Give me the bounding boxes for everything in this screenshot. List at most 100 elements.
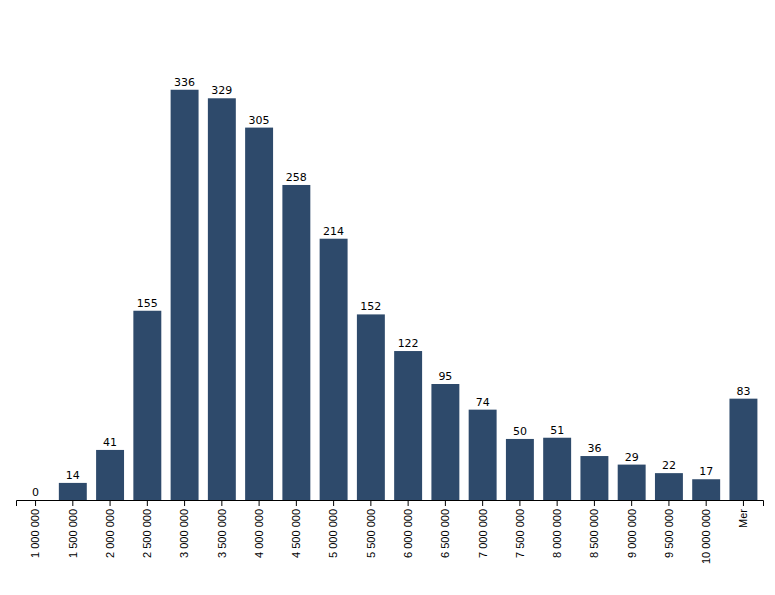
x-tick-label: 7 500 000 xyxy=(514,509,526,558)
x-tick-label: 8 000 000 xyxy=(551,509,563,558)
data-label: 336 xyxy=(174,76,195,89)
x-tick-label: 4 500 000 xyxy=(290,509,302,558)
data-label: 214 xyxy=(323,225,344,238)
data-label: 50 xyxy=(513,425,527,438)
x-tick-mark xyxy=(594,500,595,506)
x-tick-mark xyxy=(445,500,446,506)
bars xyxy=(59,90,758,500)
bar xyxy=(245,128,273,500)
bar xyxy=(357,314,385,500)
x-tick-label: 2 000 000 xyxy=(104,509,116,558)
bar xyxy=(655,473,683,500)
bar xyxy=(22,500,50,501)
x-tick-label: Mer xyxy=(737,509,749,528)
x-tick-label: 7 000 000 xyxy=(476,509,488,558)
data-label: 83 xyxy=(736,385,750,398)
x-tick-mark xyxy=(221,500,222,506)
data-label: 51 xyxy=(550,424,564,437)
x-tick-label: 10 000 000 xyxy=(700,509,712,564)
x-tick-label: 9 000 000 xyxy=(626,509,638,558)
x-tick: 5 500 000 xyxy=(365,500,377,558)
x-tick-mark xyxy=(743,500,744,506)
x-tick-label: 6 000 000 xyxy=(402,509,414,558)
x-tick-mark xyxy=(668,500,669,506)
data-label: 122 xyxy=(398,337,419,350)
bar xyxy=(208,98,236,500)
bar xyxy=(543,438,571,500)
x-tick-label: 6 500 000 xyxy=(439,509,451,558)
data-label: 17 xyxy=(699,465,713,478)
x-tick-label: 9 500 000 xyxy=(663,509,675,558)
x-tick: 9 500 000 xyxy=(663,500,675,558)
x-tick: 1 500 000 xyxy=(67,500,79,558)
x-tick-mark xyxy=(482,500,483,506)
x-tick-mark xyxy=(72,500,73,506)
bar xyxy=(431,384,459,500)
bar xyxy=(282,185,310,500)
x-tick-label: 5 500 000 xyxy=(365,509,377,558)
x-tick-label: 3 000 000 xyxy=(178,509,190,558)
x-tick-mark xyxy=(370,500,371,506)
x-tick: 3 500 000 xyxy=(216,500,228,558)
x-axis: 1 000 000 1 500 000 2 000 000 2 500 000 3 00… xyxy=(17,500,764,564)
data-label: 152 xyxy=(360,300,381,313)
data-label: 258 xyxy=(286,171,307,184)
x-tick-mark xyxy=(35,500,36,506)
bar xyxy=(469,410,497,500)
data-label: 95 xyxy=(438,370,452,383)
x-tick: 1 000 000 xyxy=(29,500,41,558)
x-tick: 3 000 000 xyxy=(178,500,190,558)
x-tick-mark xyxy=(519,500,520,506)
data-label: 22 xyxy=(662,459,676,472)
x-tick-mark xyxy=(408,500,409,506)
x-tick-mark xyxy=(631,500,632,506)
x-tick-mark xyxy=(706,500,707,506)
x-tick: 10 000 000 xyxy=(700,500,712,564)
x-tick-mark xyxy=(557,500,558,506)
x-tick-label: 3 500 000 xyxy=(216,509,228,558)
bar xyxy=(692,479,720,500)
x-tick: Mer xyxy=(737,500,749,528)
bar xyxy=(133,311,161,500)
x-tick: 7 500 000 xyxy=(514,500,526,558)
data-labels: 0144115533632930525821415212295745051362… xyxy=(32,76,750,499)
x-tick: 6 500 000 xyxy=(439,500,451,558)
x-tick: 4 000 000 xyxy=(253,500,265,558)
data-label: 41 xyxy=(103,436,117,449)
x-tick: 5 000 000 xyxy=(327,500,339,558)
x-tick: 7 000 000 xyxy=(476,500,488,558)
data-label: 0 xyxy=(32,486,39,499)
bar xyxy=(729,399,757,500)
data-label: 329 xyxy=(211,84,232,97)
bar xyxy=(59,483,87,500)
x-tick-mark xyxy=(296,500,297,506)
data-label: 36 xyxy=(587,442,601,455)
data-label: 155 xyxy=(137,297,158,310)
x-tick-mark xyxy=(110,500,111,506)
bar xyxy=(618,465,646,500)
x-tick: 9 000 000 xyxy=(626,500,638,558)
x-tick: 8 000 000 xyxy=(551,500,563,558)
x-tick: 2 500 000 xyxy=(141,500,153,558)
bar xyxy=(320,239,348,500)
x-tick: 2 000 000 xyxy=(104,500,116,558)
bar xyxy=(506,439,534,500)
x-tick-label: 5 000 000 xyxy=(327,509,339,558)
chart: 0144115533632930525821415212295745051362… xyxy=(0,0,775,595)
bar xyxy=(96,450,124,500)
bar xyxy=(580,456,608,500)
x-tick-label: 8 500 000 xyxy=(588,509,600,558)
x-tick-label: 4 000 000 xyxy=(253,509,265,558)
plot: 0144115533632930525821415212295745051362… xyxy=(17,76,764,564)
data-label: 14 xyxy=(66,469,80,482)
x-tick-label: 1 000 000 xyxy=(29,509,41,558)
x-axis-line xyxy=(17,501,764,507)
data-label: 305 xyxy=(249,114,270,127)
x-tick: 4 500 000 xyxy=(290,500,302,558)
data-label: 29 xyxy=(625,451,639,464)
x-tick-mark xyxy=(259,500,260,506)
x-tick: 6 000 000 xyxy=(402,500,414,558)
x-tick-mark xyxy=(147,500,148,506)
x-tick-label: 2 500 000 xyxy=(141,509,153,558)
bar xyxy=(394,351,422,500)
